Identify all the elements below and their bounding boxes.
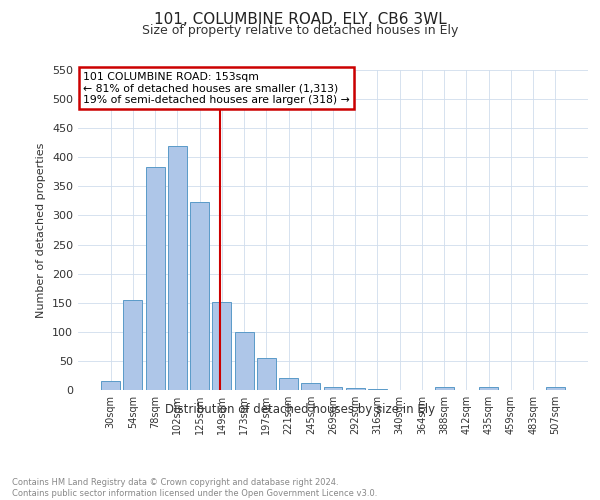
Bar (301, 383, 320, 390)
Bar (323, 387, 343, 390)
Text: Size of property relative to detached houses in Ely: Size of property relative to detached ho… (142, 24, 458, 37)
Bar (146, 167, 164, 390)
Text: 101, COLUMBINE ROAD, ELY, CB6 3WL: 101, COLUMBINE ROAD, ELY, CB6 3WL (154, 12, 446, 28)
Bar (190, 202, 209, 390)
Text: Distribution of detached houses by size in Ely: Distribution of detached houses by size … (165, 402, 435, 415)
Text: 101 COLUMBINE ROAD: 153sqm
← 81% of detached houses are smaller (1,313)
19% of s: 101 COLUMBINE ROAD: 153sqm ← 81% of deta… (83, 72, 350, 105)
Bar (101, 382, 120, 390)
Bar (479, 387, 498, 390)
Bar (346, 388, 365, 390)
Y-axis label: Number of detached properties: Number of detached properties (37, 142, 46, 318)
Bar (257, 358, 276, 390)
Bar (124, 300, 142, 390)
Bar (235, 332, 254, 390)
Bar (212, 302, 231, 390)
Bar (546, 387, 565, 390)
Text: Contains HM Land Registry data © Crown copyright and database right 2024.
Contai: Contains HM Land Registry data © Crown c… (12, 478, 377, 498)
Bar (435, 387, 454, 390)
Bar (168, 146, 187, 390)
Bar (279, 378, 298, 390)
